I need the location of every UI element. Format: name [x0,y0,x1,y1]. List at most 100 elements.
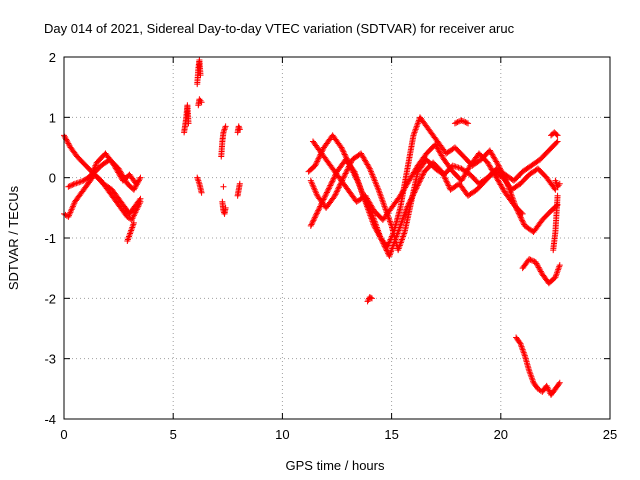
data-point [532,259,539,266]
series-seg-b4 [194,174,205,196]
data-point [405,202,412,209]
x-tick-label: 15 [384,427,398,442]
data-point [329,178,336,185]
data-point [131,185,138,192]
data-point [311,214,318,221]
data-point [333,189,340,196]
data-point [332,191,339,198]
data-point [66,141,73,148]
series-seg-e4 [552,177,563,190]
data-point [62,135,69,142]
data-point [310,217,317,224]
data-point [519,210,526,217]
data-point [341,151,348,158]
data-point [321,195,328,202]
data-point [537,268,544,275]
series-seg-c1 [305,114,561,251]
data-point [528,257,535,264]
data-point [413,183,420,190]
series-seg-e2 [513,334,563,398]
data-point [378,236,385,243]
data-point [534,263,541,270]
data-point [412,186,419,193]
data-point [339,147,346,154]
data-point [137,174,144,181]
data-point [315,155,322,162]
data-point [71,180,78,187]
data-point [415,181,422,188]
data-point [526,256,533,263]
data-point [309,220,316,227]
y-tick-label: -3 [44,352,56,367]
data-point [407,196,414,203]
data-point [236,126,243,133]
data-point [443,178,450,185]
data-point [312,162,319,169]
series-seg-c5 [451,117,472,127]
data-point [537,267,544,274]
data-point [368,295,375,302]
data-point [327,182,334,189]
series-seg-a5 [124,219,137,245]
data-point [382,244,389,251]
data-point [316,154,323,161]
data-point [455,164,462,171]
series-seg-b6 [219,198,229,217]
data-point [551,185,558,192]
data-point [335,185,342,192]
data-point [419,172,426,179]
series-seg-e3 [550,192,561,254]
data-point [317,202,324,209]
data-point [417,176,424,183]
data-point [197,72,204,79]
data-point [377,235,384,241]
data-point [326,183,333,190]
data-point [444,181,451,188]
data-point [367,294,374,301]
x-axis-label: GPS time / hours [286,458,385,473]
data-point [333,188,340,195]
data-point [61,133,68,140]
data-point [309,218,316,225]
data-point [334,187,341,194]
series-seg-b3 [195,96,205,109]
data-point [444,179,451,186]
data-point [69,181,76,188]
data-point [314,209,321,216]
data-point [452,163,459,170]
data-point [534,261,541,268]
data-point [198,189,205,196]
data-point [408,195,415,202]
data-point [316,204,323,211]
data-point [222,204,229,211]
series-seg-b1 [181,102,192,136]
data-point [79,178,86,185]
data-point [516,339,523,346]
data-point [445,182,452,189]
data-point [442,176,449,183]
data-point [439,170,446,177]
data-point [451,163,458,170]
data-point [535,264,542,271]
data-point [463,119,470,126]
data-point [381,243,388,250]
series-seg-b5 [218,123,229,160]
data-point [322,192,329,199]
data-point [416,178,423,185]
data-point [517,214,524,221]
data-point [404,203,411,210]
data-point [365,164,372,171]
data-point [335,184,342,191]
data-point [319,197,326,204]
data-point [409,192,416,199]
data-point [74,179,81,186]
data-point [130,186,137,193]
x-tick-label: 5 [170,427,177,442]
data-point [315,206,322,213]
data-point [313,210,320,217]
data-point [364,298,371,305]
data-point [527,256,534,263]
data-point [324,188,331,195]
data-point [73,180,80,187]
